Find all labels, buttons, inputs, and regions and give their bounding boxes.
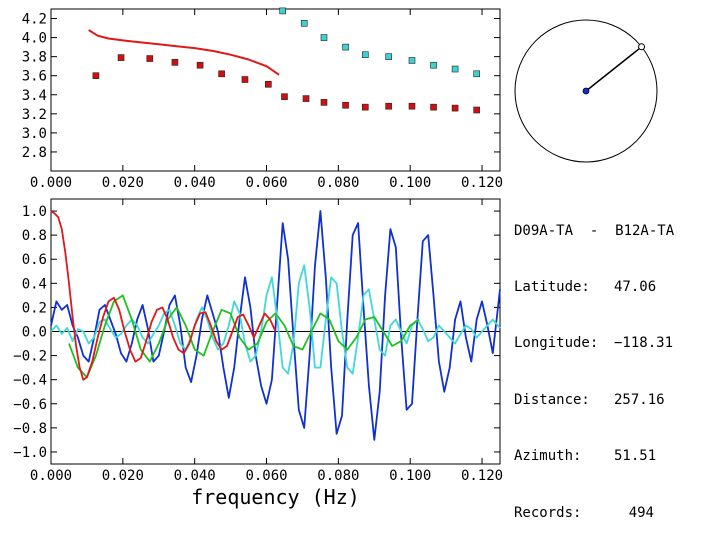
data-point [92,72,100,80]
data-point [408,102,416,110]
info-row-distance: Distance: 257.16 [514,391,674,410]
x-tick-label: 0.060 [245,175,287,191]
info-value: 47.06 [614,278,657,295]
y-tick-label: 4.2 [22,12,47,28]
chart-figure: 0.000 0.020 0.040 0.060 0.080 0.100 0.120 2.8 3.… [13,7,658,509]
data-point [300,19,308,27]
data-point [430,103,437,111]
x-tick-label: 0.060 [245,468,287,484]
data-point [473,106,480,114]
x-tick-label: 0.020 [102,468,144,484]
y-tick-label: 0.2 [22,300,47,316]
y-tick-label: −0.8 [13,421,47,437]
y-tick-label: 3.0 [22,126,47,142]
data-point [451,104,459,112]
series-line [50,210,277,381]
data-point [361,51,369,59]
plot-frame [50,8,501,172]
data-point [385,102,392,110]
station-info: D09A-TA - B12A-TA Latitude: 47.06 Longitu… [514,184,674,541]
x-tick-label: 0.000 [30,468,72,484]
x-tick-label: 0.080 [317,468,359,484]
y-tick-label: 3.8 [22,50,47,66]
x-tick-label: 0.100 [389,175,431,191]
info-row-longitude: Longitude: −118.31 [514,334,674,353]
y-tick-label: 3.2 [22,107,47,123]
data-point [302,95,310,102]
series-line [50,264,501,375]
x-tick-label: 0.080 [317,175,359,191]
dispersion-plot: 0.000 0.020 0.040 0.060 0.080 0.100 0.120 2.8 3.… [22,7,503,191]
info-value: 51.51 [614,448,657,465]
y-tick-label: 0.6 [22,252,47,268]
info-value: 257.16 [614,391,665,408]
station-origin-dot [582,87,590,95]
info-value: −118.31 [614,335,674,352]
data-point [361,103,369,111]
series-line [88,29,280,76]
data-point [146,55,154,62]
data-point [320,99,328,106]
data-point [385,53,392,60]
info-row-latitude: Latitude: 47.06 [514,278,674,297]
y-tick-label: 3.6 [22,69,47,85]
info-row-azimuth: Azimuth: 51.51 [514,447,674,466]
data-point [342,43,349,51]
data-point [265,80,272,88]
x-tick-label: 0.000 [30,175,72,191]
info-key: Azimuth: [514,448,582,465]
y-tick-label: 2.8 [22,145,47,161]
y-tick-label: 4.0 [22,31,47,47]
y-tick-label: −1.0 [13,445,47,461]
x-tick-label: 0.040 [174,175,216,191]
x-tick-label: 0.120 [461,468,503,484]
data-point [473,70,480,78]
info-row-records: Records: 494 [514,504,674,523]
x-axis-label: frequency (Hz) [191,485,360,509]
azimuth-line [585,46,643,92]
y-tick-label: −0.4 [13,373,47,389]
data-point [117,54,125,61]
y-tick-label: −0.2 [13,349,47,365]
y-tick-label: −0.6 [13,397,47,413]
data-point [279,7,286,15]
correlation-plot: 0.000 0.020 0.040 0.060 0.080 0.100 0.120 −1.0 −… [13,198,503,509]
data-point [342,101,349,109]
azimuth-circle [514,19,658,163]
info-key: Latitude: [514,278,590,295]
data-point [408,57,416,64]
y-tick-label: 0.4 [22,276,47,292]
data-point [451,65,459,73]
x-tick-label: 0.040 [174,468,216,484]
x-tick-label: 0.020 [102,175,144,191]
circle-outline [514,19,658,163]
data-point [281,93,288,100]
y-tick-label: 0.0 [22,325,47,341]
data-point [171,59,179,66]
x-tick-label: 0.120 [461,175,503,191]
data-point [430,61,437,69]
data-point [218,70,225,78]
info-value: 494 [628,504,654,521]
series-line [50,210,501,441]
y-tick-label: 0.8 [22,228,47,244]
x-tick-label: 0.100 [389,468,431,484]
data-point [241,76,249,83]
station-pair-title: D09A-TA - B12A-TA [514,222,675,239]
y-tick-label: 1.0 [22,204,47,220]
y-tick-label: 3.4 [22,88,47,104]
info-key: Longitude: [514,335,599,352]
info-key: Distance: [514,391,590,408]
series-line [68,294,420,379]
data-point [196,61,204,69]
info-key: Records: [514,504,582,521]
station-end-dot [638,43,646,51]
data-point [320,34,328,41]
